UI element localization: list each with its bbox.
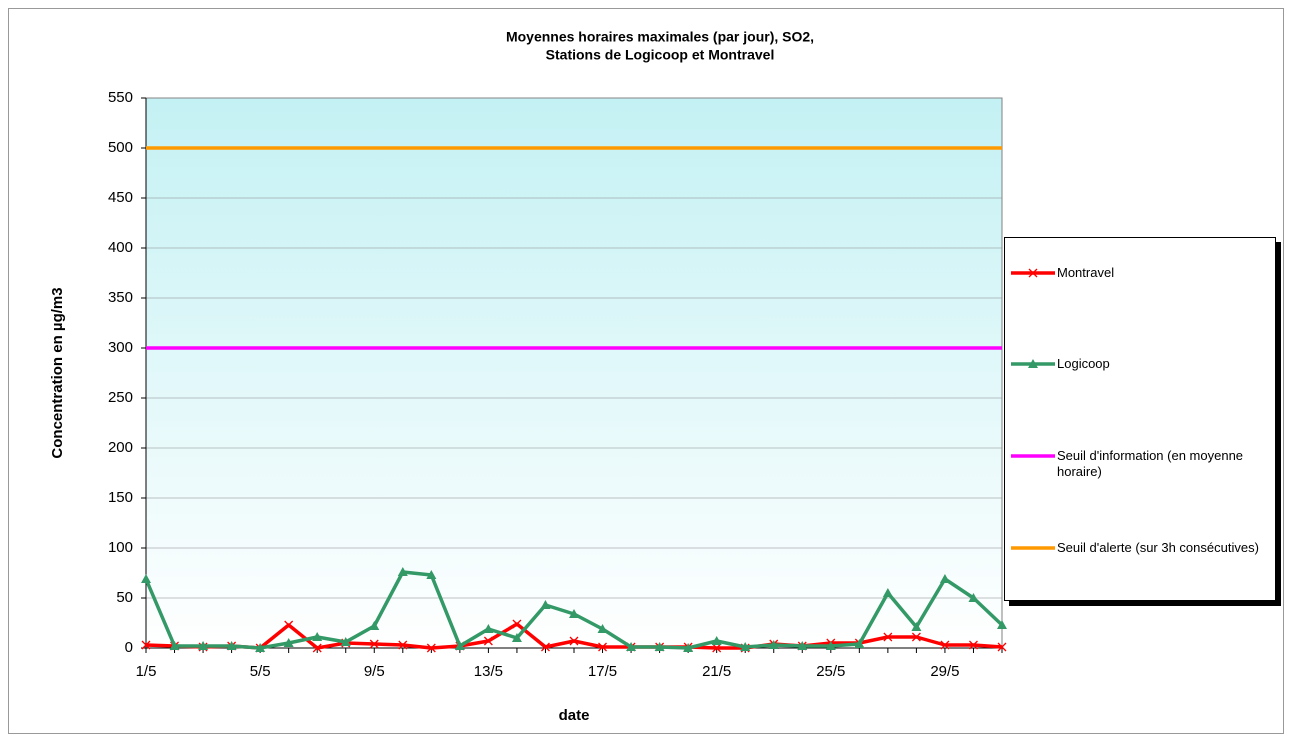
marker [141,574,151,583]
marker [312,632,323,641]
marker [940,640,950,650]
marker [141,640,151,650]
marker [740,642,751,651]
legend-symbol [1011,359,1055,368]
marker [969,640,978,650]
marker [626,642,637,651]
y-axis-label: Concentration en µg/m3 [49,287,66,458]
y-tick-label: 400 [108,239,133,256]
marker [512,619,522,629]
y-tick-label: 350 [108,289,133,306]
x-tick-label: 13/5 [474,663,503,680]
chart-title: Stations de Logicoop et Montravel [546,47,775,63]
marker [483,624,494,633]
marker [398,640,408,650]
marker [797,641,808,650]
x-tick-label: 21/5 [702,663,731,680]
marker [768,640,779,649]
marker [911,622,922,631]
marker [569,636,579,646]
x-tick-label: 29/5 [930,663,959,680]
marker [369,621,380,630]
y-tick-label: 300 [108,339,133,356]
legend-symbol [1011,268,1055,278]
marker [283,638,294,647]
marker [997,620,1007,629]
x-axis-label: date [559,707,590,724]
legend-label: Seuil d'information (en moyenne horaire) [1057,448,1244,479]
marker [598,642,607,652]
y-tick-label: 0 [125,639,133,656]
marker [968,593,979,602]
marker [882,588,893,597]
legend-label: Montravel [1057,265,1115,280]
y-tick-label: 250 [108,389,133,406]
marker [169,641,180,650]
y-tick-label: 200 [108,439,133,456]
legend-symbol [1011,546,1055,550]
marker [939,574,950,583]
legend: Montravel Logicoop Seuil d'information (en… [1004,237,1276,601]
marker [483,636,493,646]
marker [369,639,379,649]
marker [1028,268,1038,278]
marker [569,609,579,618]
legend-label: Seuil d'alerte (sur 3h consécutives) [1057,540,1259,555]
marker [198,641,209,650]
y-tick-label: 450 [108,189,133,206]
marker [911,632,921,642]
marker [426,570,437,579]
marker [597,624,608,633]
legend-symbol [1011,454,1055,458]
legend-item: Logicoop [1005,352,1277,392]
x-tick-label: 25/5 [816,663,845,680]
marker [226,641,237,650]
plot-area [145,97,1003,649]
marker [284,620,294,630]
x-tick-label: 5/5 [250,663,271,680]
marker [883,632,893,642]
marker [825,641,836,650]
marker [426,643,436,653]
legend-label: Logicoop [1057,356,1110,371]
marker [340,637,351,646]
y-tick-label: 150 [108,489,133,506]
legend-item: Montravel [1005,261,1277,301]
y-tick-label: 50 [116,589,133,606]
marker [397,567,408,576]
y-tick-label: 100 [108,539,133,556]
marker [997,642,1007,652]
marker [854,639,865,648]
legend-item: Seuil d'alerte (sur 3h consécutives) [1005,536,1277,576]
marker [540,600,551,609]
marker [711,636,722,645]
x-tick-label: 17/5 [588,663,617,680]
marker [541,642,550,652]
y-tick-label: 500 [108,139,133,156]
marker [712,643,722,653]
y-tick-label: 550 [108,89,133,106]
marker [511,633,522,642]
marker [454,641,465,650]
legend-item: Seuil d'information (en moyenne horaire) [1005,444,1277,484]
marker [683,643,694,652]
marker [1028,359,1038,368]
x-tick-label: 9/5 [364,663,385,680]
marker [654,642,665,651]
x-tick-label: 1/5 [136,663,157,680]
chart-title: Moyennes horaires maximales (par jour), … [506,29,814,45]
marker [255,643,266,652]
marker [312,643,322,653]
